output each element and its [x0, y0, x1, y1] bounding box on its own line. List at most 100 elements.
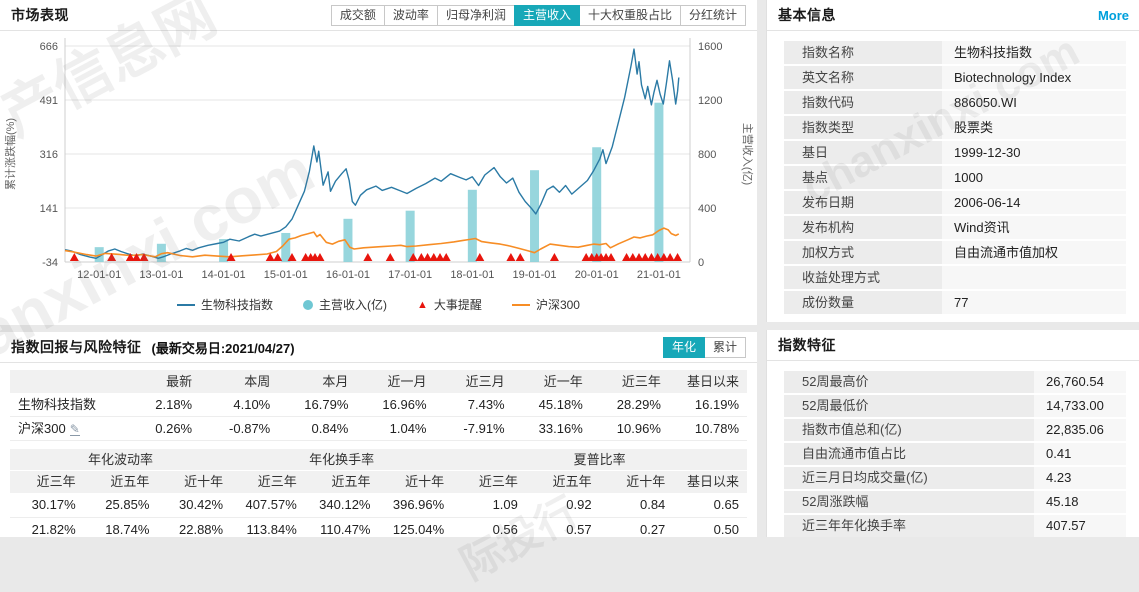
market-chart[interactable]: 666 491 316 141 -34 1600 1200 800 400 0 12-01-01 13…: [0, 31, 757, 293]
event-triangle-icon[interactable]: [287, 253, 297, 261]
returns-value-cell: 33.16%: [538, 421, 583, 436]
event-triangle-icon[interactable]: [423, 253, 433, 261]
risk-header-cell: 近十年: [599, 471, 674, 493]
event-triangle-icon[interactable]: [265, 253, 275, 261]
event-triangle-icon[interactable]: [132, 253, 142, 261]
risk-value-cell: 0.56: [492, 522, 518, 537]
event-triangle-icon[interactable]: [315, 253, 325, 261]
kv-value: 22,835.06: [1034, 419, 1126, 441]
event-triangle-icon[interactable]: [429, 253, 439, 261]
event-triangle-icon[interactable]: [628, 253, 638, 261]
kv-row: 基日 1999-12-30: [784, 141, 1126, 164]
event-triangle-icon[interactable]: [435, 253, 445, 261]
event-triangle-icon[interactable]: [125, 253, 135, 261]
risk-value-cell: 0.27: [639, 522, 666, 537]
kv-row: 52周最高价 26,760.54: [784, 371, 1126, 393]
kv-row: 自由流通市值占比 0.41: [784, 443, 1126, 465]
event-triangle-icon[interactable]: [107, 253, 117, 261]
kv-value: 4.23: [1034, 467, 1126, 489]
kv-label: 52周涨跌幅: [784, 491, 1034, 513]
event-triangle-icon[interactable]: [653, 253, 663, 261]
event-triangle-icon[interactable]: [385, 253, 395, 261]
kv-row: 52周涨跌幅 45.18: [784, 491, 1126, 513]
y-right-tick: 1200: [698, 95, 722, 107]
event-triangle-icon[interactable]: [273, 253, 283, 261]
risk-header-cell: 近五年: [83, 471, 158, 493]
returns-header-row: 最新 本周 本月 近一月 近三月 近一年 近三年 基日以来: [10, 370, 747, 393]
event-triangle-icon[interactable]: [139, 253, 149, 261]
event-triangle-icon[interactable]: [363, 253, 373, 261]
event-triangle-icon[interactable]: [408, 253, 418, 261]
risk-value-cell: 30.17%: [31, 497, 76, 512]
risk-header-cell: 近十年: [157, 471, 232, 493]
y-right-tick: 0: [698, 257, 704, 269]
kv-value: 2006-06-14: [942, 191, 1126, 214]
revenue-bar: [156, 243, 166, 262]
legend-triangle-icon: ▲: [417, 298, 428, 311]
event-triangle-icon[interactable]: [515, 253, 525, 261]
edit-benchmark-icon[interactable]: ✎: [69, 422, 80, 436]
risk-value-cell: 21.82%: [31, 522, 76, 537]
risk-value-cell: 110.47%: [320, 522, 371, 537]
legend-line-icon: [177, 303, 196, 306]
event-triangle-icon[interactable]: [606, 253, 616, 261]
returns-value-cell: 1.04%: [389, 421, 427, 436]
returns-row-0: 生物科技指数 2.18% 4.10% 16.79% 16.96% 7.43% 45.18% 2…: [10, 393, 747, 417]
legend-item-2[interactable]: ▲ 大事提醒: [417, 296, 482, 313]
event-triangle-icon[interactable]: [69, 253, 79, 261]
kv-value: 886050.WI: [942, 91, 1126, 114]
kv-label: 基日: [784, 141, 942, 164]
x-tick: 15-01-01: [264, 269, 308, 281]
risk-subheader-row: 近三年 近五年 近十年 近三年 近五年 近十年 近三年 近五年 近十年 基日以来: [10, 471, 747, 493]
returns-value-cell: 7.43%: [467, 397, 505, 412]
y-left-tick: 316: [40, 149, 58, 161]
event-triangle-icon[interactable]: [634, 253, 644, 261]
kv-label: 52周最低价: [784, 395, 1034, 417]
index-name-label: 沪深300: [18, 421, 66, 436]
event-triangle-icon[interactable]: [416, 253, 426, 261]
kv-row: 指数名称 生物科技指数: [784, 41, 1126, 64]
returns-risk-panel: 指数回报与风险特征 (最新交易日:2021/04/27) 年化 累计 最新 本周 本月…: [0, 332, 757, 537]
legend-item-0[interactable]: 生物科技指数: [177, 296, 273, 313]
basic-info-title: 基本信息: [778, 7, 836, 23]
event-triangle-icon[interactable]: [226, 253, 236, 261]
risk-row-1: 21.82% 18.74% 22.88% 113.84% 110.47% 125.04% 0…: [10, 518, 747, 537]
revenue-bar: [592, 147, 602, 262]
event-triangle-icon[interactable]: [673, 253, 683, 261]
market-tab-3[interactable]: 主营收入: [513, 4, 580, 26]
market-tab-0[interactable]: 成交额: [330, 4, 385, 26]
more-link[interactable]: More: [1097, 7, 1129, 23]
market-tab-2[interactable]: 归母净利润: [436, 4, 515, 26]
kv-label: 指数类型: [784, 116, 942, 139]
risk-table: 年化波动率 年化换手率 夏普比率 近三年 近五年 近十年 近三年 近五年 近十年 近三年 近五年 近十…: [10, 449, 747, 537]
kv-label: 指数名称: [784, 41, 942, 64]
event-triangle-icon[interactable]: [475, 253, 485, 261]
market-tab-4[interactable]: 十大权重股占比: [578, 4, 681, 26]
event-triangle-icon[interactable]: [665, 253, 675, 261]
legend-item-3[interactable]: 沪深300: [511, 296, 580, 313]
event-triangle-icon[interactable]: [506, 253, 516, 261]
period-toggle-1[interactable]: 累计: [703, 336, 746, 358]
x-tick: 17-01-01: [388, 269, 432, 281]
risk-header-cell: 近三年: [10, 471, 84, 493]
legend-item-1[interactable]: 主营收入(亿): [303, 296, 387, 313]
legend-label: 主营收入(亿): [319, 298, 388, 312]
market-tab-1[interactable]: 波动率: [383, 4, 438, 26]
market-tab-5[interactable]: 分红统计: [679, 4, 746, 26]
event-triangle-icon[interactable]: [549, 253, 559, 261]
event-triangle-icon[interactable]: [659, 253, 669, 261]
benchmark-line: [64, 227, 680, 258]
legend-label: 沪深300: [535, 298, 580, 312]
returns-panel-header: 指数回报与风险特征 (最新交易日:2021/04/27) 年化 累计: [0, 332, 757, 363]
period-toggle-0[interactable]: 年化: [662, 336, 705, 358]
y-right-tick: 400: [698, 203, 716, 215]
event-triangle-icon[interactable]: [622, 253, 632, 261]
event-triangle-icon[interactable]: [640, 253, 650, 261]
index-features-table: 52周最高价 26,760.54 52周最低价 14,733.00 指数市值总和(亿) 2…: [784, 371, 1126, 537]
index-features-panel: 指数特征 52周最高价 26,760.54 52周最低价 14,733.00 指数市值总…: [766, 330, 1139, 537]
kv-value: Wind资讯: [942, 216, 1126, 239]
index-features-title: 指数特征: [778, 337, 836, 353]
event-triangle-icon[interactable]: [441, 253, 451, 261]
kv-value: 407.57: [1034, 515, 1126, 537]
event-triangle-icon[interactable]: [646, 253, 656, 261]
